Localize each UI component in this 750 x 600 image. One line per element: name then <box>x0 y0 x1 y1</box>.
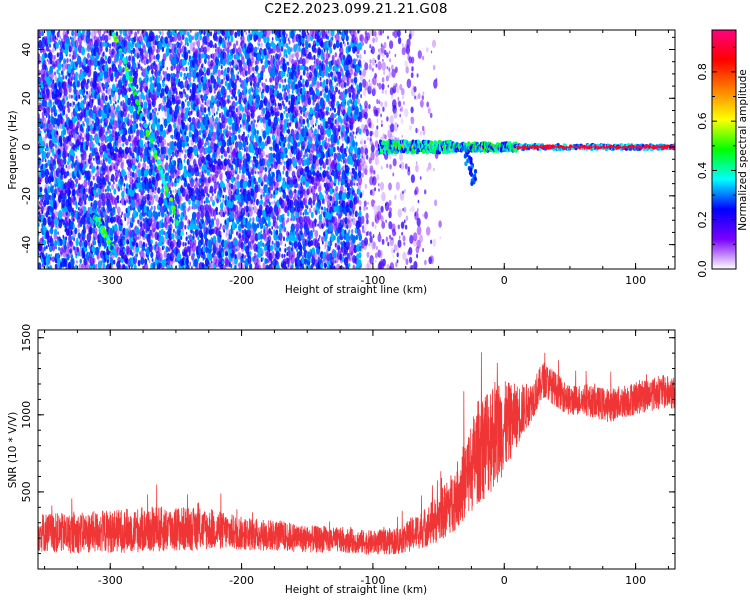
spectrogram-data <box>38 30 675 269</box>
snr-panel: -300 -200 -100 0 100 500 1000 1500 Height of st… <box>7 324 676 596</box>
snr-xtick-label: 0 <box>501 574 508 587</box>
spectrogram-xtick-label: 100 <box>625 274 646 287</box>
spectrogram-ytick-label: 40 <box>20 43 33 57</box>
snr-ytick-label: 500 <box>20 481 33 502</box>
snr-frame <box>37 329 676 570</box>
colorbar-label: Normalized spectral amplitude <box>737 69 749 230</box>
snr-data <box>38 352 675 555</box>
spectrogram-frame <box>37 29 676 270</box>
spectrogram-xtick-label: 0 <box>501 274 508 287</box>
spectrogram-xlabel: Height of straight line (km) <box>285 284 427 296</box>
colorbar-ticks: 0.0 0.2 0.4 0.6 0.8 <box>696 46 736 278</box>
spectrogram-xtick-label: -300 <box>98 274 123 287</box>
colorbar-tick-label: 0.0 <box>696 260 709 278</box>
snr-ytick-label: 1000 <box>20 401 33 429</box>
spectrogram-ylabel: Frequency (Hz) <box>7 110 19 189</box>
colorbar-tick-label: 0.6 <box>696 112 709 130</box>
spectrogram-ytick-label: -40 <box>20 236 33 254</box>
colorbar-gradient <box>711 29 737 270</box>
colorbar: 0.0 0.2 0.4 0.6 0.8 Normalized spectral ampl… <box>696 29 749 278</box>
snr-xtick-label: -100 <box>360 574 385 587</box>
spectrogram-xtick-label: -200 <box>229 274 254 287</box>
spectrogram-xtick-label: -100 <box>360 274 385 287</box>
snr-ylabel: SNR (10 * V/V) <box>7 412 19 489</box>
spectrogram-ytick-label: 20 <box>20 91 33 105</box>
spectrogram-ytick-label: -20 <box>20 187 33 205</box>
colorbar-tick-label: 0.8 <box>696 63 709 81</box>
figure-title: C2E2.2023.099.21.21.G08 <box>264 1 448 17</box>
snr-xlabel: Height of straight line (km) <box>285 584 427 596</box>
colorbar-tick-label: 0.2 <box>696 211 709 229</box>
snr-ticks: -300 -200 -100 0 100 500 1000 1500 <box>20 324 675 587</box>
spectrogram-ytick-label: 0 <box>20 144 33 151</box>
snr-xtick-label: -300 <box>98 574 123 587</box>
snr-series-line <box>38 352 675 555</box>
snr-xtick-label: -200 <box>229 574 254 587</box>
colorbar-tick-label: 0.4 <box>696 162 709 180</box>
snr-ytick-label: 1500 <box>20 324 33 352</box>
snr-xtick-label: 100 <box>625 574 646 587</box>
